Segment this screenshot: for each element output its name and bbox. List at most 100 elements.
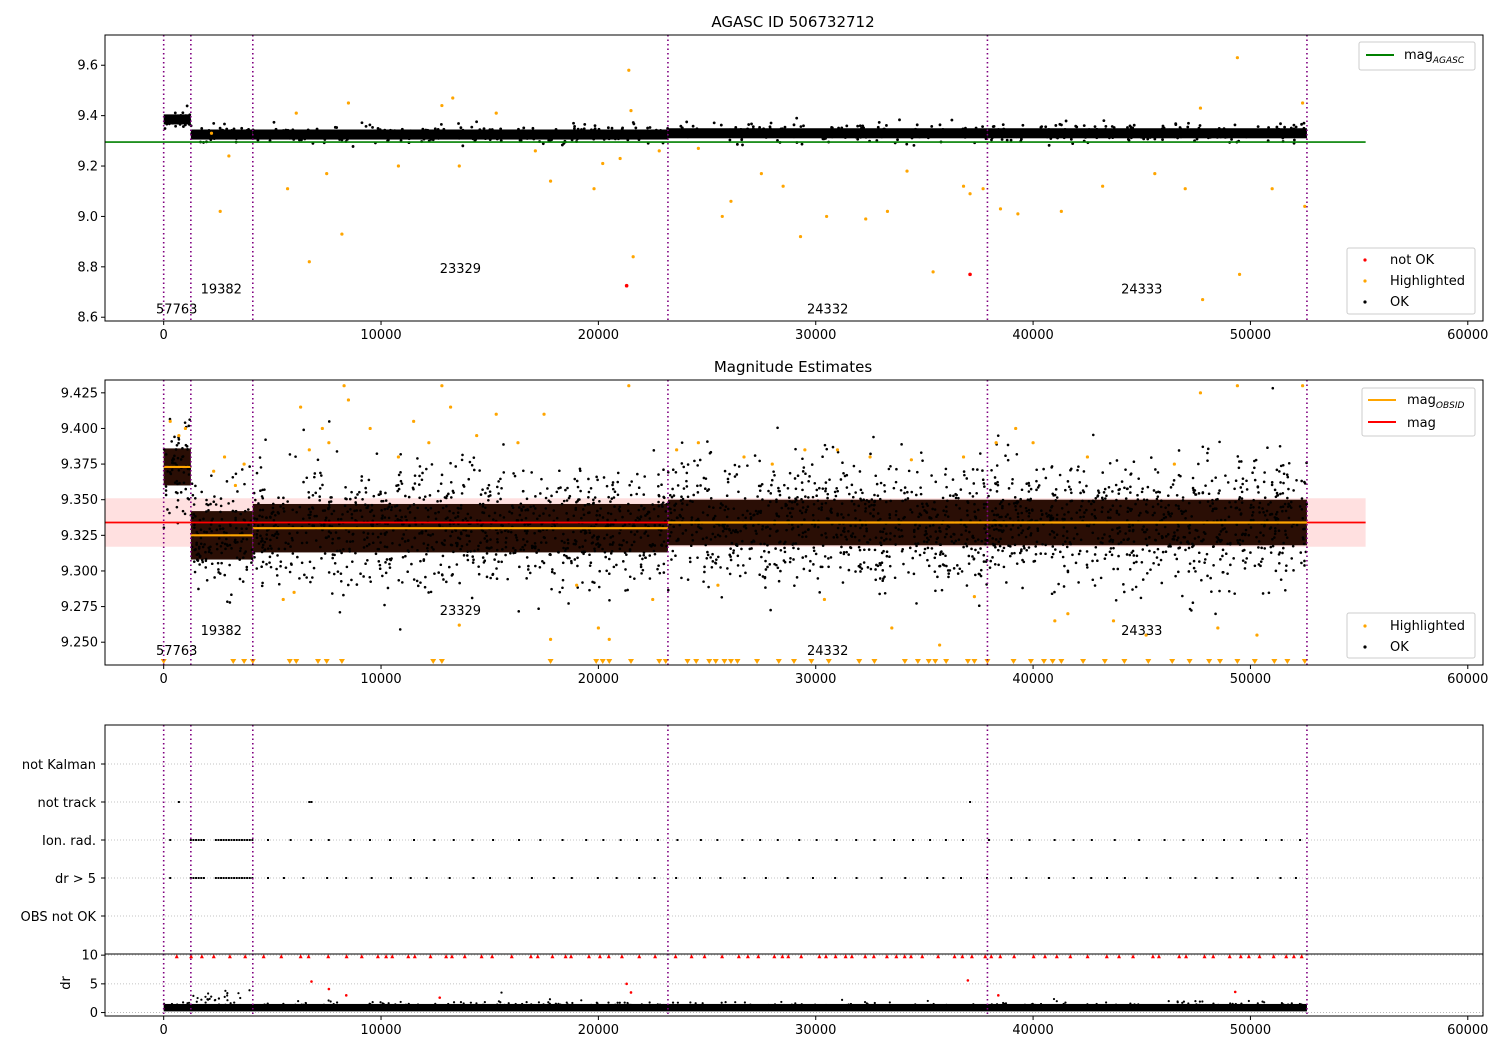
ok-point: [1122, 590, 1126, 594]
ok-point: [406, 507, 410, 510]
ok-point: [1022, 560, 1026, 564]
ok-point: [1155, 497, 1159, 501]
ok-point: [1187, 501, 1191, 505]
ok-point: [296, 130, 299, 134]
legend-agasc-line: magAGASC: [1358, 41, 1476, 71]
ok-point: [1269, 551, 1273, 554]
ok-point: [1188, 562, 1192, 565]
ok-point: [775, 132, 779, 136]
dr-ok-point: [530, 1003, 533, 1006]
ok-point: [679, 515, 683, 518]
ok-point: [829, 556, 833, 559]
ok-point: [1215, 507, 1218, 510]
ok-point: [924, 132, 928, 136]
ok-point: [1141, 487, 1144, 490]
flag-category-label: not Kalman: [22, 758, 96, 773]
ok-point: [801, 500, 805, 504]
obsid-label: 23329: [440, 262, 481, 277]
highlighted-point: [242, 462, 246, 466]
dr-ok-point: [1158, 1007, 1161, 1011]
ok-point: [1263, 513, 1267, 517]
ok-point: [625, 134, 629, 137]
ok-point: [1230, 138, 1233, 141]
ok-point: [657, 484, 660, 488]
ok-point: [1107, 485, 1111, 489]
dr-ok-point: [603, 1004, 606, 1007]
ok-point: [218, 126, 222, 130]
ok-point: [1103, 487, 1107, 491]
ok-point: [295, 510, 298, 514]
dr-ok-point: [383, 1006, 386, 1009]
ok-point: [461, 453, 464, 457]
ok-point: [810, 128, 814, 132]
flag-point: [169, 839, 172, 841]
dr-ok-point: [522, 1004, 525, 1007]
ok-point: [1029, 533, 1032, 537]
ok-point: [974, 548, 977, 552]
dr-ok-point: [932, 1002, 935, 1006]
dr-ok-point: [738, 1006, 741, 1009]
dr-ok-point: [799, 1004, 802, 1007]
ok-point: [607, 137, 611, 141]
ok-point: [1227, 589, 1231, 593]
ok-point: [247, 523, 250, 527]
ok-point: [460, 532, 463, 536]
ok-point: [256, 529, 259, 532]
ok-point: [693, 130, 697, 134]
ok-point: [1100, 496, 1104, 500]
ok-point: [827, 517, 830, 520]
ok-point: [398, 543, 401, 547]
ok-point: [234, 516, 237, 520]
flag-point: [1280, 839, 1283, 841]
ok-point: [1167, 128, 1171, 132]
ok-point: [538, 566, 542, 569]
ok-point: [763, 542, 766, 546]
ok-point: [497, 560, 500, 564]
ok-point: [744, 516, 748, 520]
ok-point: [1093, 553, 1097, 556]
ok-point: [977, 604, 981, 608]
ok-point: [1089, 502, 1093, 506]
ok-point: [609, 500, 612, 503]
ok-point: [399, 134, 403, 138]
ok-point: [861, 491, 864, 495]
ok-point: [194, 496, 197, 500]
ok-point: [624, 568, 627, 571]
ok-point: [472, 468, 476, 472]
dr-ok-point: [434, 1006, 437, 1009]
ok-point: [1085, 563, 1089, 567]
ok-point: [1254, 458, 1258, 462]
ok-point: [898, 118, 901, 122]
flag-point: [310, 801, 313, 803]
ok-point: [1148, 136, 1152, 139]
ok-point: [557, 486, 560, 490]
ok-point: [365, 544, 369, 548]
ok-point: [541, 559, 544, 563]
flag-point: [1025, 877, 1028, 879]
dr-ok-point: [648, 1001, 651, 1004]
ok-point: [210, 519, 214, 522]
ok-point: [1217, 491, 1220, 495]
dr-ok-point: [586, 1005, 589, 1008]
ok-point: [340, 551, 343, 555]
ok-point: [242, 518, 246, 522]
ok-point: [671, 468, 675, 471]
highlighted-point: [299, 405, 303, 409]
ok-point: [753, 132, 756, 136]
ok-point: [538, 514, 541, 518]
dr-capped-marker: [298, 954, 303, 959]
ok-point: [1131, 523, 1135, 527]
flag-point: [345, 877, 348, 879]
ok-point: [880, 130, 883, 134]
ok-point: [376, 535, 380, 539]
ok-point: [1085, 132, 1088, 136]
ok-point: [938, 123, 942, 127]
ok-point: [834, 494, 838, 498]
ok-point: [364, 124, 368, 128]
ok-point: [714, 562, 718, 565]
dr-ok-point: [840, 998, 844, 1001]
ok-point: [740, 136, 744, 140]
dr-ok-point: [222, 1006, 225, 1009]
ok-point: [1152, 561, 1155, 565]
ok-point: [500, 130, 503, 134]
